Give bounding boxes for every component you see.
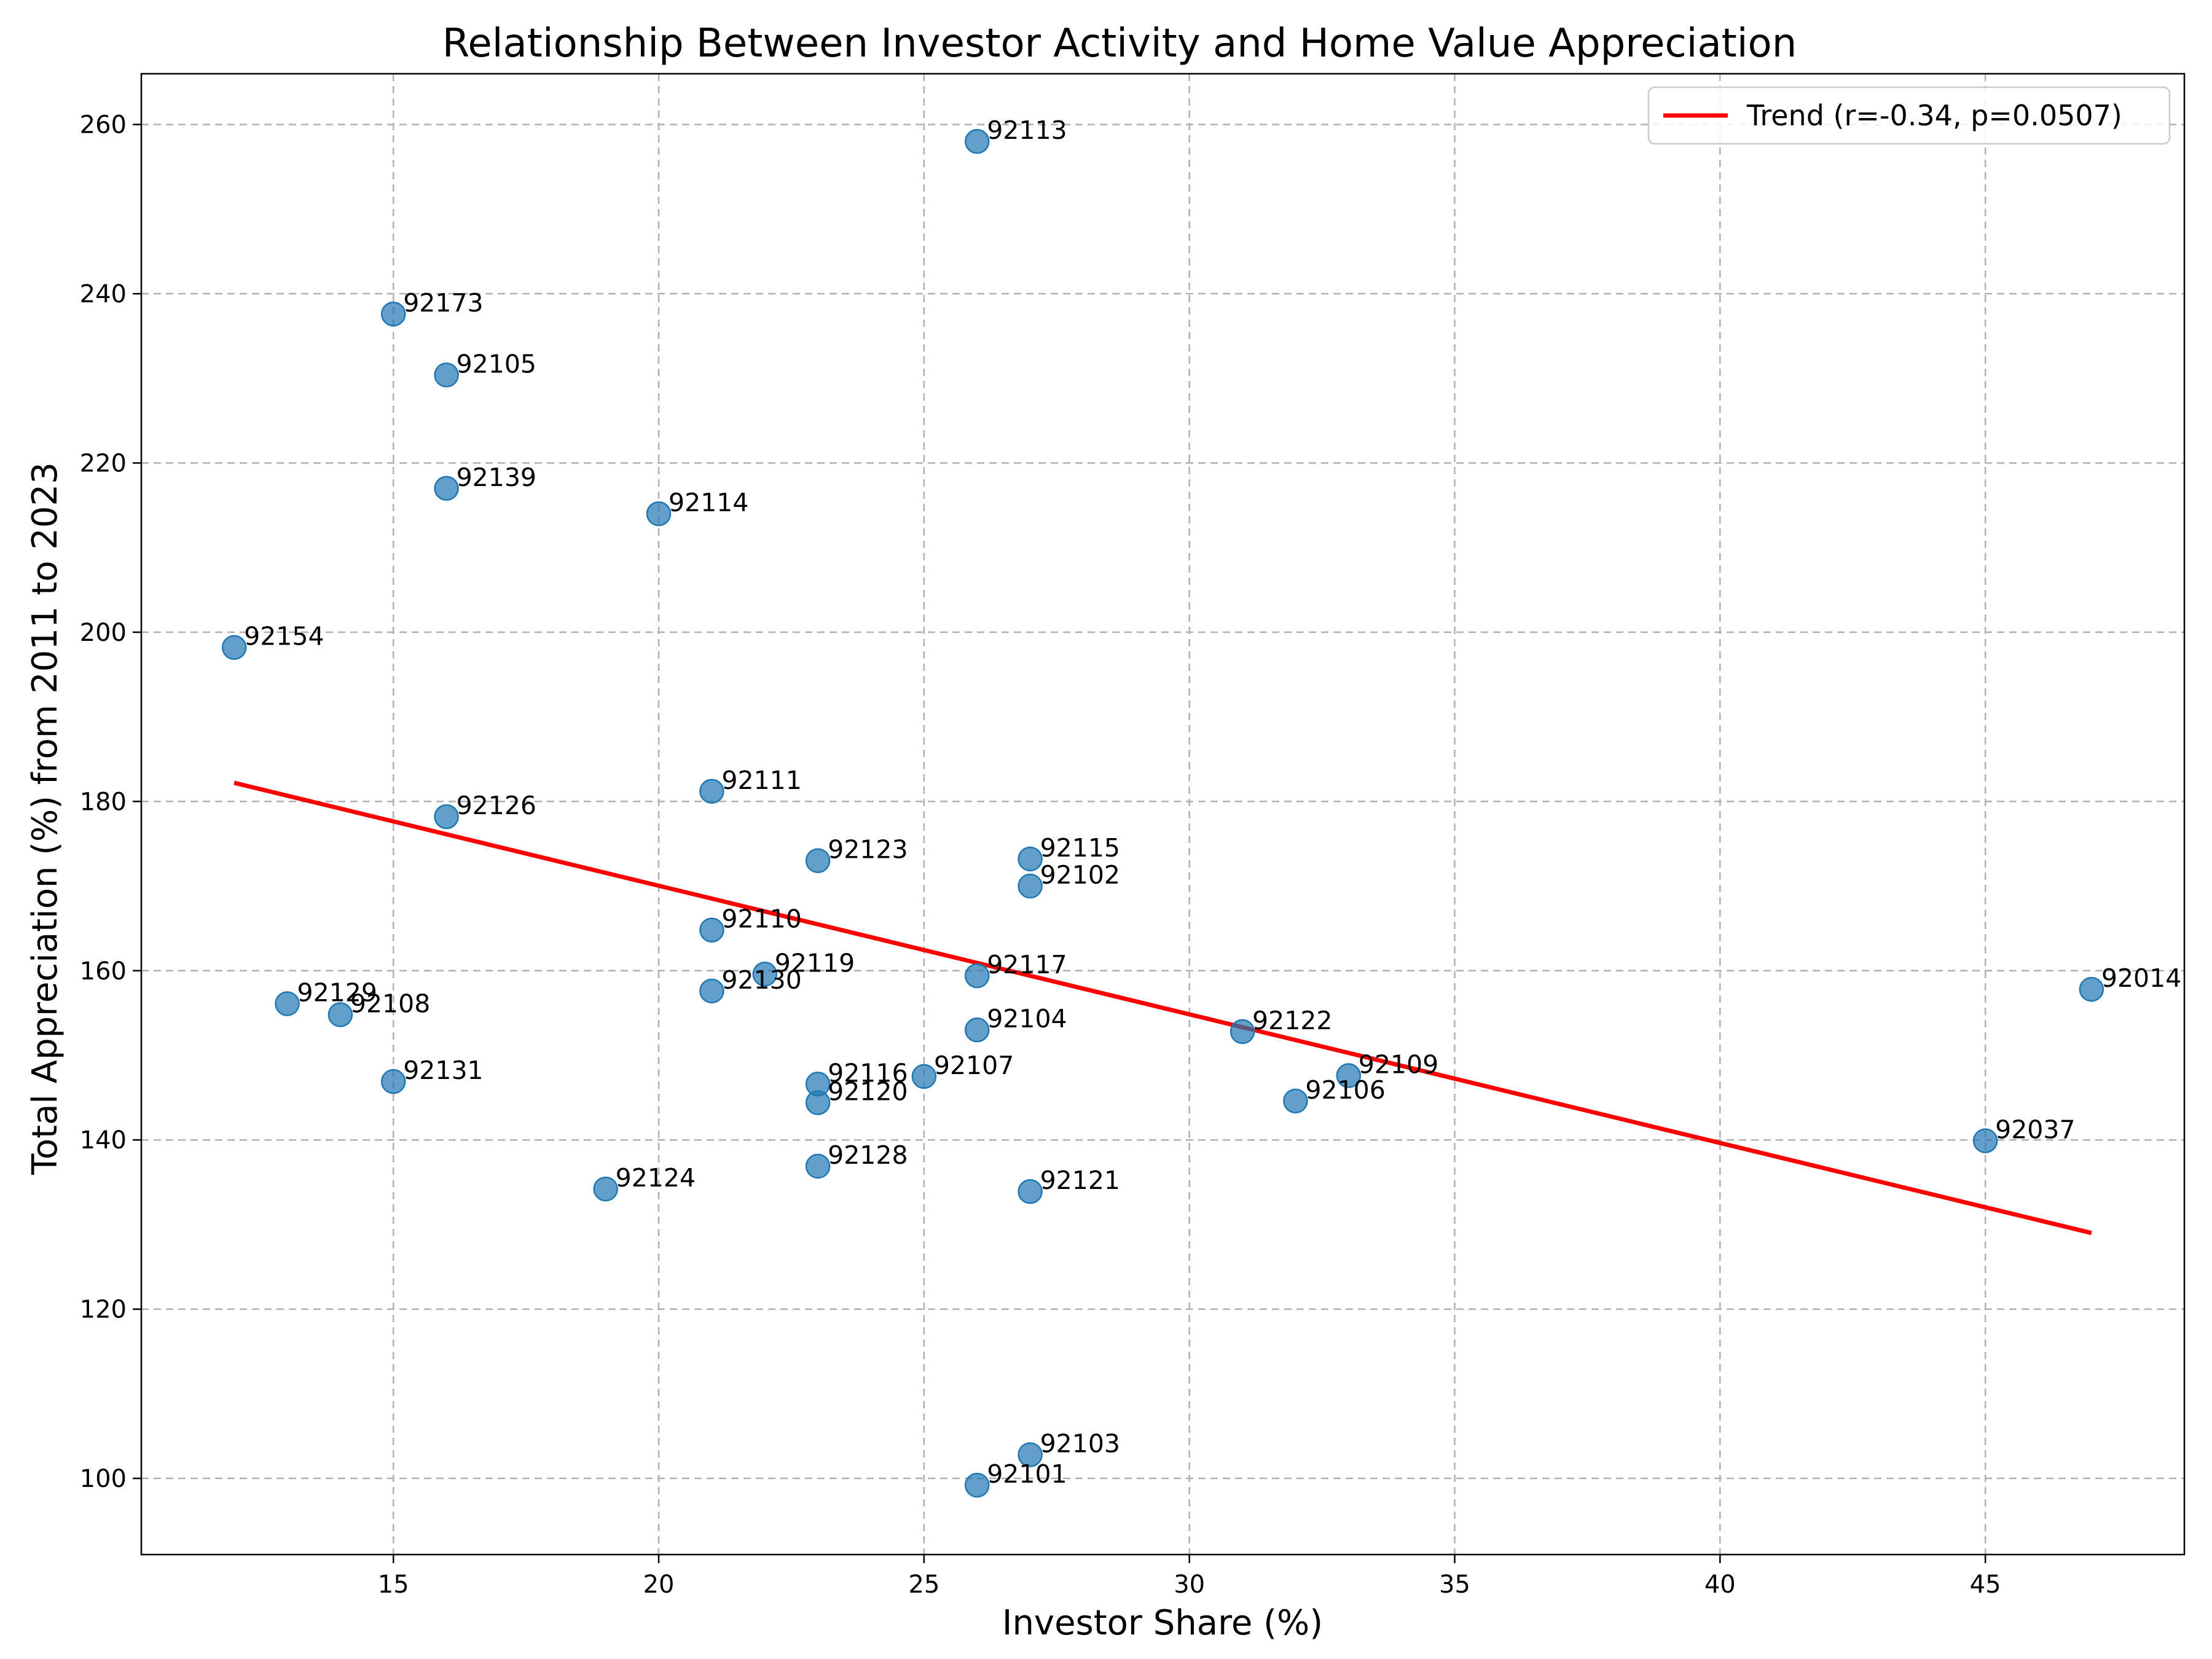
point-label: 92105 bbox=[457, 349, 536, 378]
point-label: 92126 bbox=[457, 791, 536, 820]
x-tick-label: 35 bbox=[1439, 1571, 1470, 1599]
point-label: 92103 bbox=[1040, 1429, 1120, 1458]
data-point bbox=[1336, 1063, 1362, 1088]
x-axis-label: Investor Share (%) bbox=[1002, 1603, 1323, 1643]
data-point bbox=[699, 978, 724, 1004]
data-point bbox=[275, 991, 300, 1016]
point-label: 92121 bbox=[1040, 1166, 1120, 1195]
y-tick-label: 100 bbox=[80, 1465, 127, 1493]
x-tick-label: 30 bbox=[1174, 1571, 1205, 1599]
point-label: 92104 bbox=[987, 1004, 1067, 1033]
point-labels: 92113 92173 92105 92139 92114 92154 92111 92126… bbox=[244, 116, 2181, 1489]
x-tick-label: 25 bbox=[908, 1571, 939, 1599]
data-point bbox=[752, 962, 778, 987]
data-point bbox=[1018, 846, 1043, 872]
plot-frame bbox=[140, 73, 2186, 1556]
chart-title: Relationship Between Investor Activity a… bbox=[442, 21, 1797, 66]
data-point bbox=[1283, 1088, 1308, 1114]
point-label: 92128 bbox=[828, 1140, 908, 1170]
point-label: 92037 bbox=[1995, 1115, 2075, 1145]
point-label: 92106 bbox=[1305, 1075, 1385, 1105]
data-point bbox=[434, 476, 459, 501]
point-label: 92014 bbox=[2101, 963, 2181, 993]
data-point bbox=[1230, 1019, 1255, 1045]
point-label: 92114 bbox=[669, 488, 748, 517]
data-point bbox=[805, 848, 831, 873]
data-point bbox=[964, 1472, 990, 1498]
point-label: 92139 bbox=[457, 463, 536, 492]
y-tick-label: 220 bbox=[80, 449, 127, 477]
data-point bbox=[1018, 1179, 1043, 1204]
legend: Trend (r=-0.34, p=0.0507) bbox=[1647, 86, 2171, 145]
data-point bbox=[593, 1176, 618, 1202]
data-point bbox=[699, 917, 724, 943]
data-points bbox=[221, 128, 2104, 1498]
point-label: 92154 bbox=[244, 622, 324, 651]
data-point bbox=[964, 128, 990, 154]
data-point bbox=[646, 501, 672, 527]
point-label: 92131 bbox=[403, 1056, 483, 1085]
data-point bbox=[805, 1090, 831, 1115]
point-label: 92110 bbox=[721, 904, 801, 934]
legend-box bbox=[1647, 86, 2171, 145]
y-tick-label: 180 bbox=[80, 788, 127, 816]
point-label: 92117 bbox=[987, 950, 1067, 979]
point-label: 92102 bbox=[1040, 860, 1120, 890]
point-label: 92173 bbox=[403, 288, 483, 318]
y-axis-ticks: 100 120 140 160 180 200 220 240 260 bbox=[80, 111, 141, 1493]
x-tick-label: 15 bbox=[378, 1571, 409, 1599]
data-point bbox=[380, 1069, 406, 1094]
point-label: 92101 bbox=[987, 1459, 1067, 1489]
y-tick-label: 200 bbox=[80, 619, 127, 647]
x-axis-ticks: 15 20 25 30 35 40 45 bbox=[378, 1555, 2001, 1599]
data-point bbox=[434, 804, 459, 830]
point-label: 92108 bbox=[350, 989, 430, 1018]
y-axis-label: Total Appreciation (%) from 2011 to 2023 bbox=[25, 462, 65, 1175]
point-label: 92116 bbox=[828, 1058, 908, 1088]
data-point bbox=[964, 1017, 990, 1043]
point-label: 92107 bbox=[934, 1051, 1014, 1080]
point-label: 92122 bbox=[1252, 1006, 1332, 1035]
data-point bbox=[2079, 976, 2104, 1002]
point-label: 92124 bbox=[616, 1163, 696, 1193]
y-tick-label: 120 bbox=[80, 1296, 127, 1324]
data-point bbox=[699, 779, 724, 804]
point-label: 92119 bbox=[775, 948, 855, 978]
y-tick-label: 160 bbox=[80, 957, 127, 986]
point-label: 92109 bbox=[1359, 1050, 1438, 1080]
data-point bbox=[964, 963, 990, 989]
y-tick-label: 240 bbox=[80, 280, 127, 308]
point-label: 92123 bbox=[828, 835, 908, 865]
point-label: 92111 bbox=[721, 766, 801, 795]
x-tick-label: 40 bbox=[1704, 1571, 1736, 1599]
data-point bbox=[1018, 1442, 1043, 1467]
data-point bbox=[434, 363, 459, 388]
trend-line-layer bbox=[233, 780, 2092, 1236]
point-label: 92115 bbox=[1040, 833, 1120, 863]
data-point bbox=[221, 635, 247, 660]
point-label: 92130 bbox=[721, 965, 801, 995]
data-point bbox=[327, 1002, 353, 1027]
y-tick-label: 140 bbox=[80, 1126, 127, 1155]
point-label: 92129 bbox=[297, 978, 377, 1007]
data-point bbox=[911, 1064, 937, 1089]
data-point bbox=[1972, 1128, 1998, 1153]
point-label: 92113 bbox=[987, 116, 1067, 145]
point-label: 92120 bbox=[828, 1077, 908, 1107]
legend-trend-label: Trend (r=-0.34, p=0.0507) bbox=[1746, 99, 2122, 132]
data-point bbox=[1018, 873, 1043, 899]
x-tick-label: 45 bbox=[1970, 1571, 2001, 1599]
data-point bbox=[380, 301, 406, 327]
y-tick-label: 260 bbox=[80, 111, 127, 139]
trend-line bbox=[233, 780, 2092, 1236]
x-tick-label: 20 bbox=[643, 1571, 675, 1599]
data-point bbox=[805, 1153, 831, 1179]
